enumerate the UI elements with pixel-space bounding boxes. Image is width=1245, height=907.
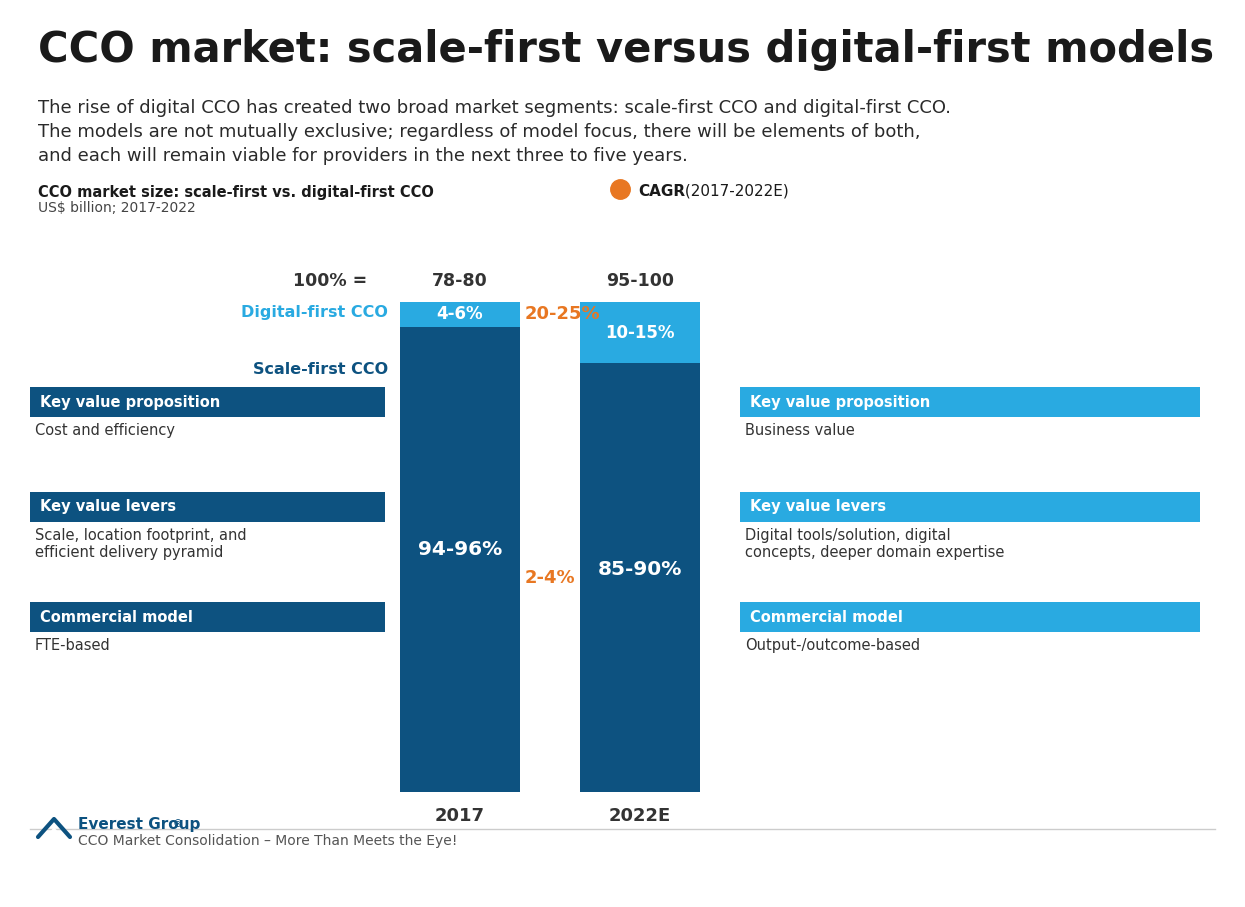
Text: CCO market: scale-first versus digital-first models: CCO market: scale-first versus digital-f… xyxy=(39,29,1214,71)
Text: Scale, location footprint, and
efficient delivery pyramid: Scale, location footprint, and efficient… xyxy=(35,528,247,561)
Text: Commercial model: Commercial model xyxy=(40,610,193,625)
Bar xyxy=(30,387,385,417)
Bar xyxy=(740,602,1200,632)
Bar xyxy=(580,302,700,363)
Text: Commercial model: Commercial model xyxy=(749,610,903,625)
Bar xyxy=(740,387,1200,417)
Text: Digital-first CCO: Digital-first CCO xyxy=(242,305,388,320)
Text: The rise of digital CCO has created two broad market segments: scale-first CCO a: The rise of digital CCO has created two … xyxy=(39,99,951,117)
Text: 10-15%: 10-15% xyxy=(605,324,675,342)
Text: Business value: Business value xyxy=(745,423,855,438)
Text: Scale-first CCO: Scale-first CCO xyxy=(253,362,388,376)
Text: CAGR: CAGR xyxy=(637,184,685,199)
Text: Cost and efficiency: Cost and efficiency xyxy=(35,423,176,438)
Bar xyxy=(580,363,700,792)
Text: 2-4%: 2-4% xyxy=(524,569,575,587)
Text: The models are not mutually exclusive; regardless of model focus, there will be : The models are not mutually exclusive; r… xyxy=(39,123,920,141)
Text: 100% =: 100% = xyxy=(293,272,367,290)
Text: Digital tools/solution, digital
concepts, deeper domain expertise: Digital tools/solution, digital concepts… xyxy=(745,528,1005,561)
Text: and each will remain viable for providers in the next three to five years.: and each will remain viable for provider… xyxy=(39,147,688,165)
Bar xyxy=(30,602,385,632)
Text: 2017: 2017 xyxy=(435,807,486,825)
Bar xyxy=(740,492,1200,522)
Text: 78-80: 78-80 xyxy=(432,272,488,290)
Text: Key value proposition: Key value proposition xyxy=(749,395,930,409)
Text: Key value proposition: Key value proposition xyxy=(40,395,220,409)
Text: US$ billion; 2017-2022: US$ billion; 2017-2022 xyxy=(39,201,195,215)
Text: CCO Market Consolidation – More Than Meets the Eye!: CCO Market Consolidation – More Than Mee… xyxy=(78,834,457,848)
Polygon shape xyxy=(46,827,62,837)
Text: Key value levers: Key value levers xyxy=(749,500,886,514)
Text: 4-6%: 4-6% xyxy=(437,306,483,323)
Text: Output-/outcome-based: Output-/outcome-based xyxy=(745,638,920,653)
Bar xyxy=(30,492,385,522)
Text: Everest Group: Everest Group xyxy=(78,817,200,833)
Text: 2022E: 2022E xyxy=(609,807,671,825)
Text: FTE-based: FTE-based xyxy=(35,638,111,653)
Text: ®: ® xyxy=(173,819,183,829)
Text: (2017-2022E): (2017-2022E) xyxy=(680,184,789,199)
Text: 95-100: 95-100 xyxy=(606,272,674,290)
Text: 94-96%: 94-96% xyxy=(418,541,502,560)
Text: CCO market size: scale-first vs. digital-first CCO: CCO market size: scale-first vs. digital… xyxy=(39,185,433,200)
Bar xyxy=(400,327,520,792)
Text: Key value levers: Key value levers xyxy=(40,500,176,514)
Text: 85-90%: 85-90% xyxy=(598,560,682,579)
Text: 20-25%: 20-25% xyxy=(525,306,600,323)
Bar xyxy=(400,302,520,327)
